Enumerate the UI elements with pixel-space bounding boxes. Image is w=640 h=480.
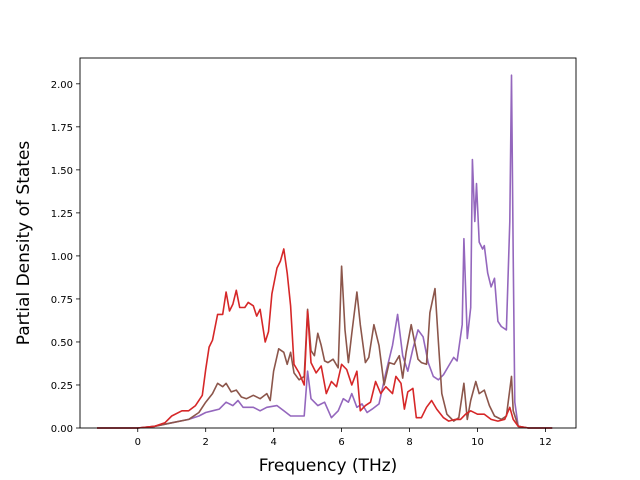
x-tick-label: 4: [270, 437, 276, 448]
y-axis-title: Partial Density of States: [14, 141, 34, 346]
series-line-2: [97, 265, 553, 429]
x-tick-label: 0: [135, 437, 141, 448]
y-tick-label: 1.25: [51, 209, 73, 220]
x-tick-label: 10: [471, 437, 484, 448]
plot-frame: [79, 57, 577, 429]
x-axis-ticks: 0 2 4 6 8 10 12: [135, 428, 552, 448]
x-axis-title: Frequency (THz): [259, 456, 398, 476]
series-line-3: [97, 248, 553, 429]
series-line-1: [97, 74, 553, 429]
y-tick-label: 1.50: [51, 166, 73, 177]
y-tick-label: 2.00: [51, 80, 73, 91]
y-tick-label: 1.00: [51, 252, 73, 263]
y-axis-ticks: 0.00 0.25 0.50 0.75 1.00 1.25 1.50 1.75 2.00: [51, 80, 80, 435]
x-tick-label: 2: [203, 437, 209, 448]
x-tick-label: 6: [338, 437, 344, 448]
y-tick-label: 1.75: [51, 123, 73, 134]
x-tick-label: 8: [406, 437, 412, 448]
y-tick-label: 0.75: [51, 295, 73, 306]
y-tick-label: 0.00: [51, 424, 73, 435]
y-tick-label: 0.50: [51, 338, 73, 349]
y-tick-label: 0.25: [51, 381, 73, 392]
plot-lines: [97, 74, 553, 429]
x-tick-label: 12: [539, 437, 552, 448]
